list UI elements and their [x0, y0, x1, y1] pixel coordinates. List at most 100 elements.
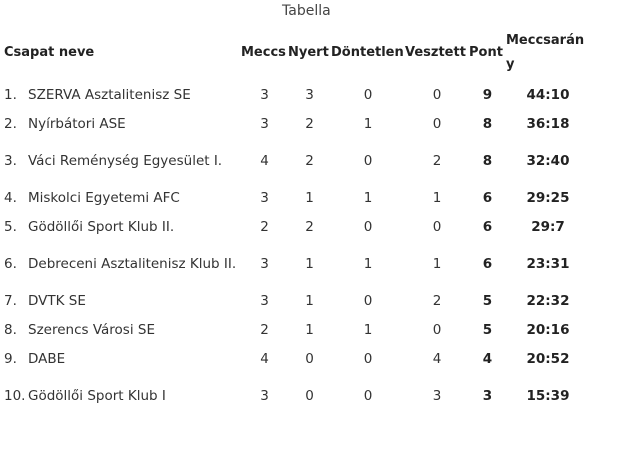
table-caption: Tabella	[282, 3, 331, 19]
played-cell: 3	[260, 189, 269, 206]
points-cell: 9	[482, 86, 493, 103]
points-cell: 5	[482, 321, 493, 338]
ratio-cell: 20:16	[526, 321, 570, 338]
won-cell: 2	[305, 152, 314, 169]
points-cell: 5	[482, 292, 493, 309]
header-won: Nyert	[288, 45, 329, 60]
rank-cell: 9.	[4, 350, 17, 367]
ratio-cell: 32:40	[526, 152, 570, 169]
rank-cell: 6.	[4, 255, 17, 272]
lost-cell: 0	[432, 86, 442, 103]
team-cell: SZERVA Asztalitenisz SE	[28, 86, 191, 103]
lost-cell: 0	[432, 218, 442, 235]
won-cell: 1	[305, 189, 314, 206]
rank-cell: 5.	[4, 218, 17, 235]
table-row: 6. Debreceni Asztalitenisz Klub II. 3 1 1 1 6 2…	[4, 241, 590, 286]
team-cell: Gödöllői Sport Klub I	[28, 387, 166, 404]
drawn-cell: 0	[363, 350, 373, 367]
played-cell: 3	[260, 387, 269, 404]
header-team: Csapat neve	[4, 45, 95, 60]
points-cell: 6	[482, 255, 493, 272]
lost-cell: 0	[432, 321, 442, 338]
lost-cell: 2	[432, 152, 442, 169]
rank-cell: 10.	[4, 387, 26, 404]
rank-cell: 4.	[4, 189, 17, 206]
won-cell: 1	[305, 321, 314, 338]
won-cell: 1	[305, 255, 314, 272]
team-cell: Debreceni Asztalitenisz Klub II.	[28, 255, 237, 272]
played-cell: 2	[260, 218, 269, 235]
header-points: Pont	[469, 45, 503, 60]
played-cell: 3	[260, 115, 269, 132]
ratio-cell: 20:52	[526, 350, 570, 367]
won-cell: 0	[305, 350, 314, 367]
points-cell: 3	[482, 387, 493, 404]
drawn-cell: 1	[363, 115, 373, 132]
drawn-cell: 0	[363, 86, 373, 103]
ratio-cell: 22:32	[526, 292, 570, 309]
drawn-cell: 1	[363, 255, 373, 272]
ratio-cell: 44:10	[526, 86, 570, 103]
table-row: 3. Váci Reménység Egyesület I. 4 2 0 2 8 32:40	[4, 138, 590, 183]
header-ratio: Meccsarány	[506, 33, 585, 72]
drawn-cell: 0	[363, 218, 373, 235]
team-cell: Szerencs Városi SE	[28, 321, 155, 338]
lost-cell: 1	[432, 189, 442, 206]
table-row: 4. Miskolci Egyetemi AFC 3 1 1 1 6 29:25	[4, 183, 590, 212]
table-row: 2. Nyírbátori ASE 3 2 1 0 8 36:18	[4, 109, 590, 138]
played-cell: 3	[260, 292, 269, 309]
lost-cell: 0	[432, 115, 442, 132]
won-cell: 1	[305, 292, 314, 309]
drawn-cell: 1	[363, 321, 373, 338]
played-cell: 4	[260, 350, 269, 367]
drawn-cell: 0	[363, 152, 373, 169]
points-cell: 4	[482, 350, 493, 367]
lost-cell: 2	[432, 292, 442, 309]
rank-cell: 2.	[4, 115, 17, 132]
lost-cell: 3	[432, 387, 442, 404]
played-cell: 4	[260, 152, 269, 169]
table-row: 10. Gödöllői Sport Klub I 3 0 0 3 3 15:39	[4, 373, 590, 418]
header-lost: Vesztett	[405, 45, 466, 60]
won-cell: 0	[305, 387, 314, 404]
team-cell: Miskolci Egyetemi AFC	[28, 189, 180, 206]
won-cell: 2	[305, 115, 314, 132]
rank-cell: 1.	[4, 86, 17, 103]
played-cell: 2	[260, 321, 269, 338]
ratio-cell: 23:31	[526, 255, 570, 272]
table-row: 1. SZERVA Asztalitenisz SE 3 3 0 0 9 44:10	[4, 80, 590, 109]
table-row: 7. DVTK SE 3 1 0 2 5 22:32	[4, 286, 590, 315]
ratio-cell: 29:7	[531, 218, 565, 235]
points-cell: 6	[482, 189, 493, 206]
standings-table: Csapat neve Meccs Nyert Döntetlen Veszte…	[4, 26, 590, 418]
points-cell: 8	[482, 152, 493, 169]
won-cell: 3	[305, 86, 314, 103]
team-cell: DABE	[28, 350, 66, 367]
rank-cell: 8.	[4, 321, 17, 338]
ratio-cell: 29:25	[526, 189, 570, 206]
lost-cell: 1	[432, 255, 442, 272]
lost-cell: 4	[432, 350, 442, 367]
ratio-cell: 15:39	[526, 387, 570, 404]
drawn-cell: 0	[363, 292, 373, 309]
table-row: 8. Szerencs Városi SE 2 1 1 0 5 20:16	[4, 315, 590, 344]
ratio-cell: 36:18	[526, 115, 570, 132]
team-cell: Gödöllői Sport Klub II.	[28, 218, 175, 235]
team-cell: Nyírbátori ASE	[28, 115, 126, 132]
won-cell: 2	[305, 218, 314, 235]
table-row: 9. DABE 4 0 0 4 4 20:52	[4, 344, 590, 373]
rank-cell: 3.	[4, 152, 17, 169]
rank-cell: 7.	[4, 292, 17, 309]
played-cell: 3	[260, 255, 269, 272]
points-cell: 6	[482, 218, 493, 235]
header-row: Csapat neve Meccs Nyert Döntetlen Veszte…	[4, 26, 590, 80]
header-played: Meccs	[241, 45, 286, 60]
team-cell: Váci Reménység Egyesület I.	[28, 152, 223, 169]
played-cell: 3	[260, 86, 269, 103]
drawn-cell: 0	[363, 387, 373, 404]
table-row: 5. Gödöllői Sport Klub II. 2 2 0 0 6 29:7	[4, 212, 590, 241]
drawn-cell: 1	[363, 189, 373, 206]
header-drawn: Döntetlen	[331, 45, 404, 60]
points-cell: 8	[482, 115, 493, 132]
team-cell: DVTK SE	[28, 292, 86, 309]
